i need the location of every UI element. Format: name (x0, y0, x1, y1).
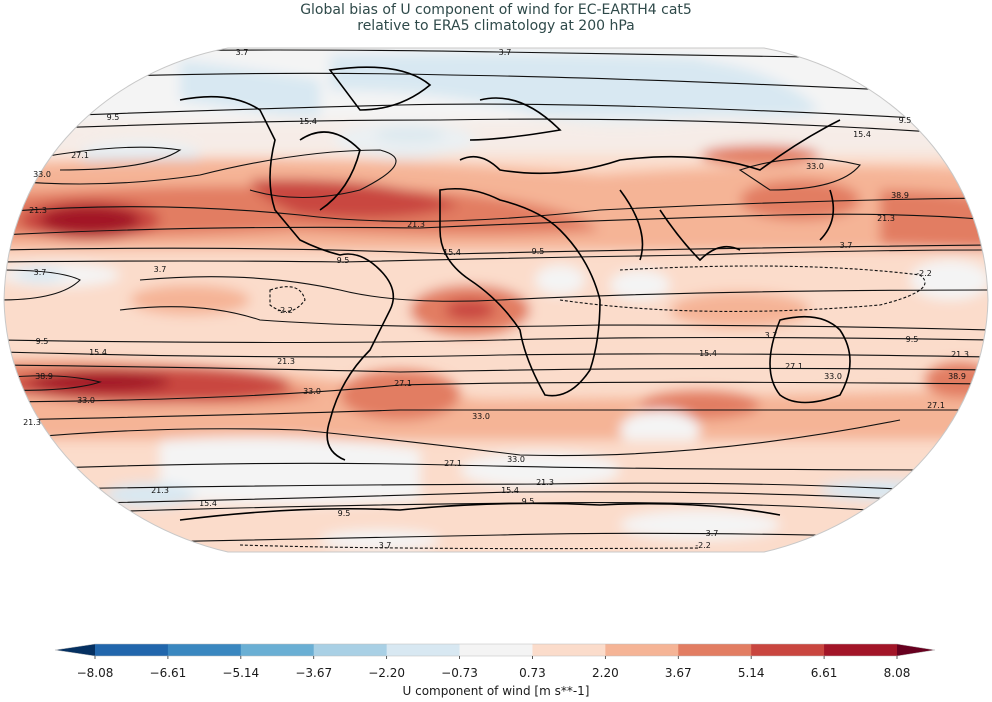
contour-label: 27.1 (785, 362, 803, 371)
contour-label: 27.1 (71, 151, 89, 160)
contour-label: 3.7 (154, 265, 167, 274)
coastlines (179, 66, 851, 521)
colorbar-tick-label: 5.14 (737, 666, 765, 680)
colorbar-tick-label: −8.08 (76, 666, 114, 680)
contour-label: 3.7 (840, 241, 853, 250)
colorbar-tick-label: 0.73 (519, 666, 546, 680)
bias-field (4, 48, 988, 552)
contour-labels: 3.7 3.79.5 15.427.133.021.321.39.515.433.0… (23, 48, 969, 550)
contour-label: 15.4 (299, 117, 317, 126)
colorbar (54, 643, 936, 659)
colorbar-tick-label: 2.20 (592, 666, 619, 680)
contour-label: 9.5 (532, 247, 545, 256)
contour-label: 21.3 (23, 418, 41, 427)
contour-label: 15.4 (443, 248, 461, 257)
contour-label: 33.0 (824, 372, 842, 381)
contour-label: 9.5 (337, 256, 350, 265)
contour-label: 3.7 (706, 529, 719, 538)
contour-label: 9.5 (899, 116, 912, 125)
contour-label: 3.7 (379, 541, 392, 550)
contour-label: 38.9 (948, 372, 966, 381)
contour-label: 27.1 (927, 401, 945, 410)
contour-label: 33.0 (33, 170, 51, 179)
colorbar-tick-label: 8.08 (883, 666, 911, 680)
world-map: 3.7 3.79.5 15.427.133.021.321.39.515.433.0… (3, 47, 989, 553)
map-border (3, 47, 989, 553)
contour-label: 9.5 (906, 335, 919, 344)
contour-label: 9.5 (338, 509, 351, 518)
contour-label: 38.9 (35, 372, 53, 381)
colorbar-tick-label: −6.61 (149, 666, 187, 680)
contour-label: -2.2 (277, 306, 293, 315)
contour-label: 21.3 (877, 214, 895, 223)
contour-label: 21.3 (951, 350, 969, 359)
contour-label: 21.3 (536, 478, 554, 487)
contour-label: 15.4 (89, 348, 107, 357)
contour-label: 3.7 (34, 268, 47, 277)
contour-label: 9.5 (36, 337, 49, 346)
colorbar-tick-label: −2.20 (368, 666, 406, 680)
contour-label: 33.0 (806, 162, 824, 171)
colorbar-tick-label: 6.61 (810, 666, 838, 680)
chart-title: Global bias of U component of wind for E… (0, 2, 992, 34)
colorbar-tick-label: −3.67 (295, 666, 333, 680)
contour-label: 33.0 (303, 387, 321, 396)
contour-label: 21.3 (151, 486, 169, 495)
contour-label: 3.7 (236, 48, 249, 57)
colorbar-label: U component of wind [m s**-1] (402, 684, 590, 698)
contour-label: 27.1 (444, 459, 462, 468)
contour-label: 3.7 (765, 331, 778, 340)
contour-label: 3.7 (499, 48, 512, 57)
chart-title-line-2: relative to ERA5 climatology at 200 hPa (357, 18, 635, 34)
colorbar-tick-label: −5.14 (222, 666, 260, 680)
colorbar-tick-label: −0.73 (441, 666, 478, 680)
contour-label: 33.0 (507, 455, 525, 464)
contour-label: 21.3 (277, 357, 295, 366)
contour-label: 9.5 (522, 497, 535, 506)
contour-label: 38.9 (891, 191, 909, 200)
contour-label: 9.5 (107, 113, 120, 122)
contour-label: 33.0 (77, 396, 95, 405)
contour-label: 33.0 (472, 412, 490, 421)
contour-label: 15.4 (501, 486, 519, 495)
chart-title-line-1: Global bias of U component of wind for E… (300, 2, 692, 18)
contour-label: 15.4 (699, 349, 717, 358)
contour-label: -2.2 (695, 541, 711, 550)
contour-label: 15.4 (199, 499, 217, 508)
contour-label: 21.3 (407, 220, 425, 229)
contour-label: 21.3 (29, 206, 47, 215)
contour-label: 15.4 (853, 130, 871, 139)
contour-label: -2.2 (916, 269, 932, 278)
contour-label: 27.1 (394, 379, 412, 388)
contour-lines (4, 49, 988, 550)
colorbar-tick-label: 3.67 (664, 666, 692, 680)
